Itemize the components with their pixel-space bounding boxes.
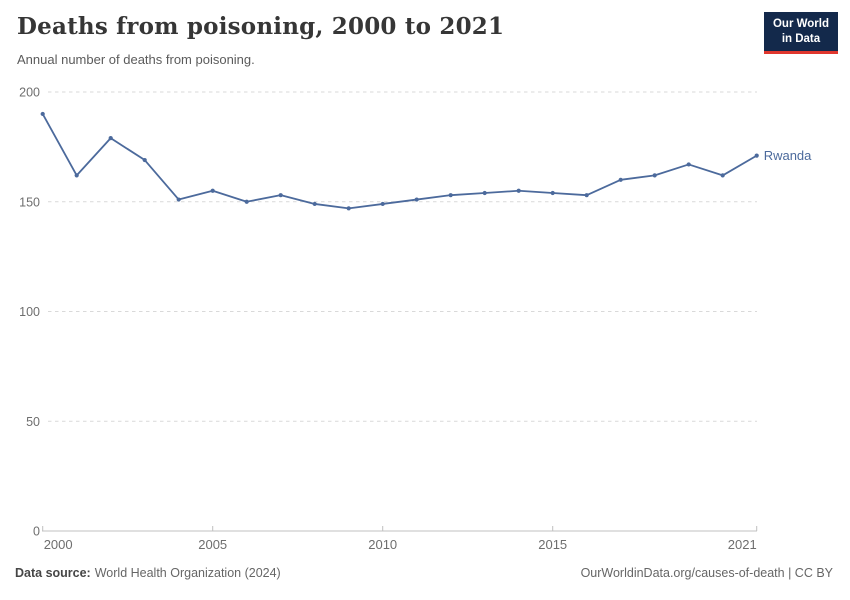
data-point bbox=[414, 197, 419, 202]
chart-subtitle: Annual number of deaths from poisoning. bbox=[17, 52, 255, 67]
data-point bbox=[278, 193, 283, 198]
data-point bbox=[312, 201, 317, 207]
chart-title: Deaths from poisoning, 2000 to 2021 bbox=[17, 13, 505, 40]
x-axis-tick-label: 2021 bbox=[728, 537, 757, 552]
series-end-label: Rwanda bbox=[764, 148, 812, 163]
data-point bbox=[346, 206, 351, 211]
data-point bbox=[584, 193, 589, 198]
data-point bbox=[618, 177, 623, 182]
x-axis-tick-label: 2005 bbox=[198, 537, 227, 552]
data-point bbox=[686, 162, 691, 167]
data-source-note: Data source: World Health Organization (2… bbox=[15, 566, 281, 580]
credit-link[interactable]: OurWorldinData.org/causes-of-death | CC … bbox=[580, 566, 833, 580]
owid-logo-line2: in Data bbox=[781, 32, 821, 45]
data-point bbox=[482, 190, 487, 196]
data-point bbox=[40, 111, 45, 117]
data-source-label: Data source: bbox=[15, 566, 91, 580]
data-point bbox=[210, 188, 215, 193]
data-source-value: World Health Organization (2024) bbox=[94, 566, 281, 580]
x-axis-tick-label: 2000 bbox=[44, 537, 73, 552]
owid-logo-line1: Our World bbox=[772, 18, 829, 30]
y-axis-tick-label: 100 bbox=[19, 305, 40, 319]
data-point bbox=[754, 153, 759, 158]
x-axis-tick-label: 2010 bbox=[368, 537, 397, 552]
y-axis-tick-label: 150 bbox=[19, 195, 40, 209]
data-point bbox=[108, 135, 113, 141]
data-point bbox=[176, 197, 181, 202]
data-point bbox=[380, 201, 385, 207]
owid-logo[interactable]: Our World in Data bbox=[763, 12, 838, 54]
series-line-rwanda bbox=[41, 113, 758, 210]
data-point bbox=[720, 173, 725, 178]
y-axis-tick-label: 0 bbox=[33, 525, 40, 539]
data-point bbox=[652, 173, 657, 178]
data-point bbox=[550, 190, 555, 196]
data-point bbox=[142, 157, 147, 163]
y-axis-tick-label: 50 bbox=[26, 415, 40, 429]
data-point bbox=[74, 173, 79, 178]
data-point bbox=[516, 188, 521, 193]
chart-footer: Data source: World Health Organization (2… bbox=[15, 566, 833, 580]
data-point bbox=[448, 193, 453, 198]
y-axis-tick-label: 200 bbox=[19, 86, 40, 100]
x-axis-tick-label: 2015 bbox=[538, 537, 567, 552]
data-point bbox=[244, 199, 249, 204]
